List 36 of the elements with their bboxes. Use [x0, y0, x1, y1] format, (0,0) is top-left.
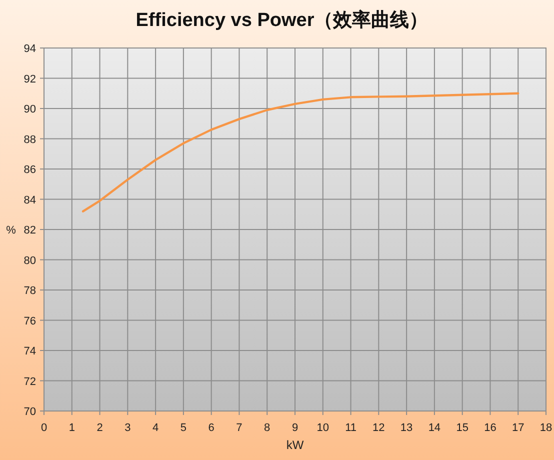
y-tick-label: 76 [24, 315, 36, 328]
x-tick-label: 0 [40, 422, 48, 434]
line-series [82, 92, 520, 212]
y-tick-label: 94 [24, 43, 36, 55]
y-axis-title: % [6, 224, 16, 236]
y-tick-label: 74 [24, 346, 36, 358]
x-tick-label: 7 [236, 422, 242, 434]
x-tick-label: 12 [372, 422, 385, 434]
chart-title: Efficiency vs Power（效率曲线） [136, 9, 428, 31]
y-tick-label: 84 [24, 194, 36, 206]
x-tick-label: 8 [264, 422, 270, 434]
y-tick-label: 88 [24, 134, 36, 146]
x-tick-label: 18 [540, 422, 552, 434]
x-tick-label: 14 [428, 422, 441, 434]
y-tick-label: 80 [24, 254, 36, 267]
y-tick-label: 82 [24, 224, 36, 236]
x-tick-label: 13 [400, 422, 413, 434]
x-tick-label: 11 [345, 422, 356, 434]
x-tick-label: 17 [512, 422, 524, 434]
x-tick-label: 2 [96, 422, 103, 434]
y-tick-label: 92 [24, 73, 36, 86]
x-tick-label: 4 [152, 422, 159, 434]
x-tick-label: 5 [180, 422, 187, 434]
x-tick-label: 9 [292, 422, 298, 434]
x-tick-label: 6 [208, 422, 214, 434]
y-tick-label: 90 [24, 104, 36, 116]
x-axis-title: kW [286, 438, 304, 452]
x-tick-label: 3 [124, 422, 131, 434]
y-tick-label: 72 [24, 376, 36, 388]
x-tick-label: 16 [484, 422, 496, 434]
x-tick-label: 1 [68, 422, 75, 434]
y-tick-label: 86 [24, 164, 36, 176]
x-tick-label: 10 [316, 422, 330, 434]
x-tick-label: 15 [456, 422, 468, 434]
y-tick-label: 78 [24, 285, 36, 297]
y-tick-label: 70 [24, 406, 36, 418]
